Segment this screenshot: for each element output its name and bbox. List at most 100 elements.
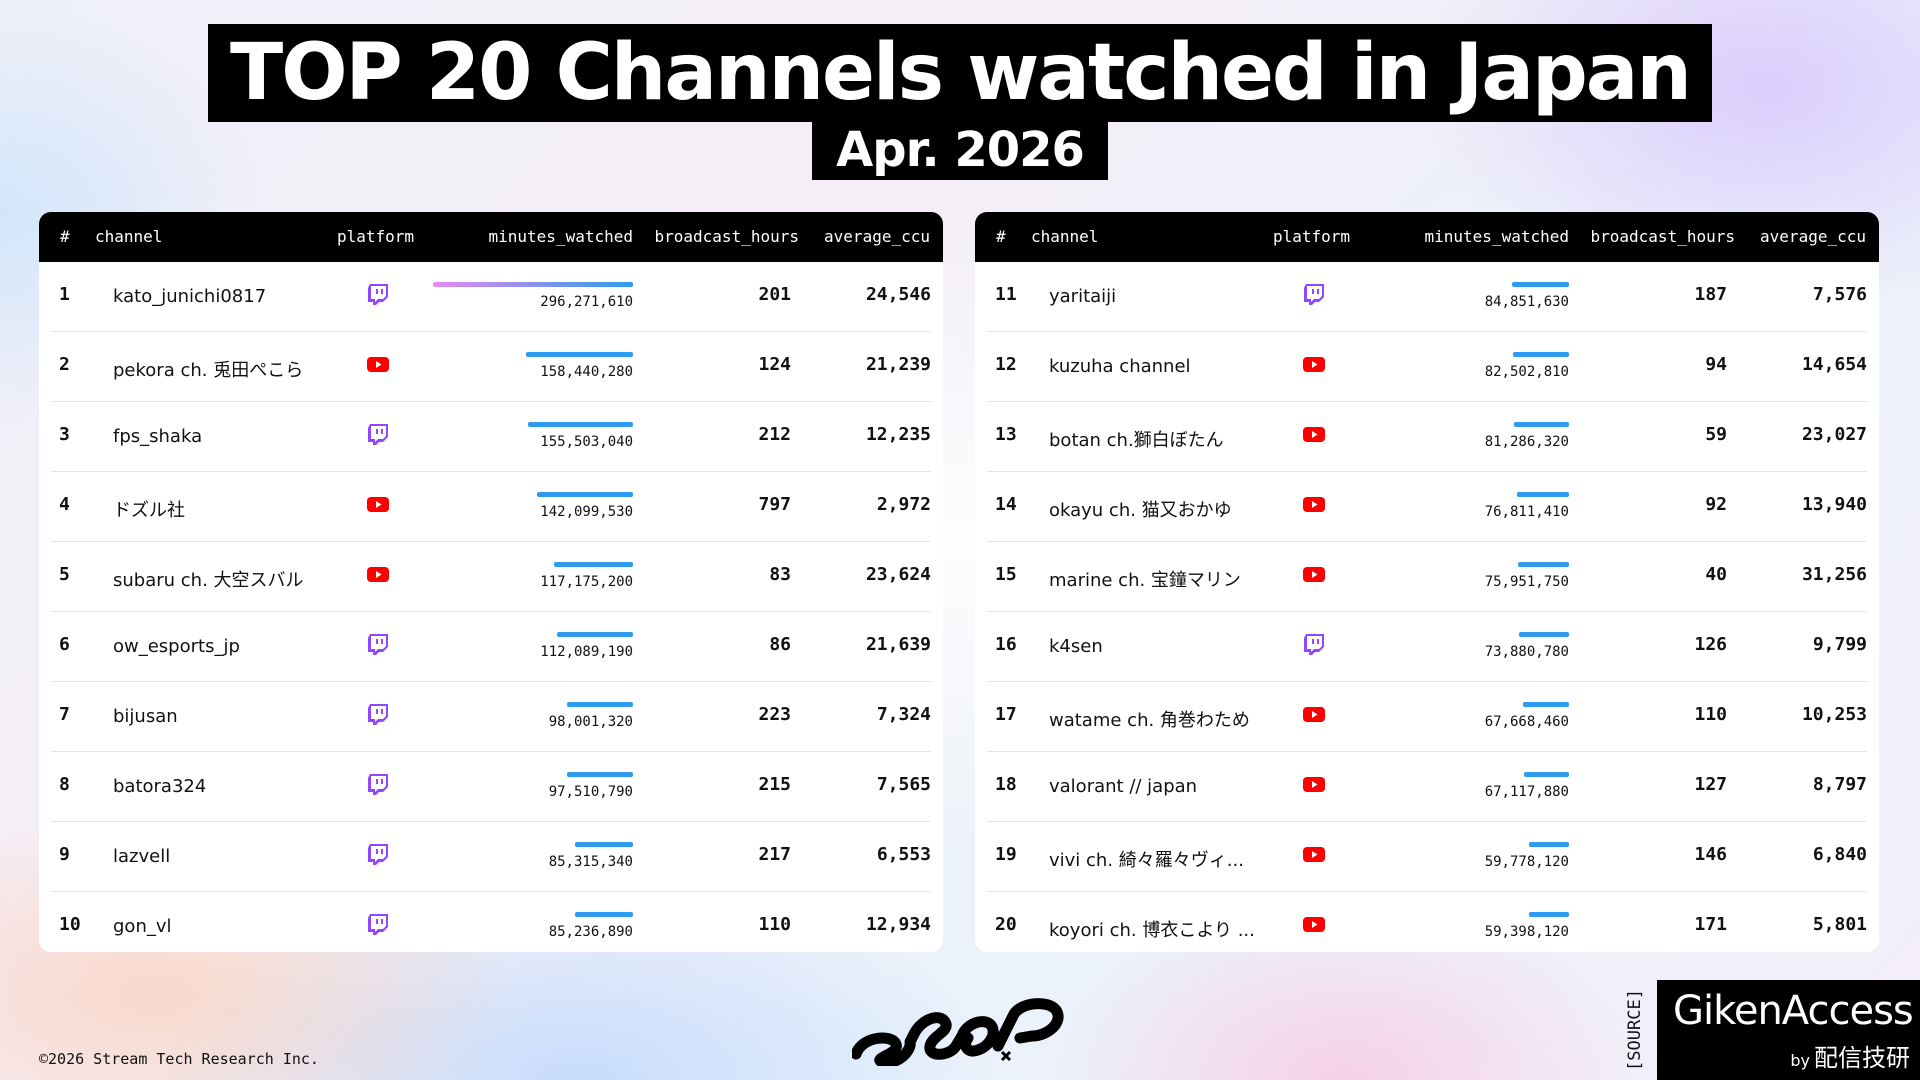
twitch-icon [366,772,390,796]
broadcast-hours: 86 [769,634,791,655]
minutes-bar [526,352,633,357]
col-rank-header: # [996,227,1006,246]
channel-name: k4sen [1049,636,1103,657]
youtube-icon [1302,842,1326,866]
channel-name: okayu ch. 猫又おかゆ [1049,500,1232,521]
title-wrap: TOP 20 Channels watched in Japan [0,24,1920,122]
average-ccu: 6,553 [876,844,931,865]
minutes-watched: 76,811,410 [1484,504,1569,520]
minutes-bar [433,282,633,287]
average-ccu: 5,801 [1812,914,1867,935]
channel-name: vivi ch. 綺々羅々ヴィ... [1049,850,1244,871]
rank-number: 1 [59,284,70,305]
broadcast-hours: 59 [1705,424,1727,445]
rank-number: 5 [59,564,70,585]
minutes-bar [1512,282,1569,287]
average-ccu: 6,840 [1812,844,1867,865]
youtube-icon [1302,422,1326,446]
rank-number: 19 [995,844,1017,865]
col-rank-header: # [60,227,70,246]
table-row: 16 k4sen 73,880,780 126 9,799 [987,612,1867,682]
col-hours-header: broadcast_hours [1590,227,1736,246]
youtube-icon [1302,492,1326,516]
table-row: 3 fps_shaka 155,503,040 212 12,235 [51,402,931,472]
twitch-icon [366,842,390,866]
minutes-watched: 85,315,340 [548,854,633,870]
channel-name: gon_vl [113,916,172,937]
table-row: 9 lazvell 85,315,340 217 6,553 [51,822,931,892]
minutes-watched: 112,089,190 [540,644,633,660]
broadcast-hours: 212 [758,424,791,445]
minutes-watched: 67,117,880 [1484,784,1569,800]
minutes-bar [575,842,633,847]
youtube-icon [1302,352,1326,376]
minutes-watched: 67,668,460 [1484,714,1569,730]
rank-number: 12 [995,354,1017,375]
broadcast-hours: 223 [758,704,791,725]
col-platform-header: platform [337,227,415,246]
col-minutes-header: minutes_watched [1424,227,1570,246]
channel-name: koyori ch. 博衣こより ... [1049,920,1255,941]
table-row: 14 okayu ch. 猫又おかゆ 76,811,410 92 13,940 [987,472,1867,542]
table-row: 19 vivi ch. 綺々羅々ヴィ... 59,778,120 146 6,840 [987,822,1867,892]
channel-name: botan ch.獅白ぼたん [1049,430,1224,451]
minutes-bar [1517,492,1569,497]
channel-name: kato_junichi0817 [113,286,267,307]
rank-number: 6 [59,634,70,655]
broadcast-hours: 797 [758,494,791,515]
minutes-bar [567,772,633,777]
channel-name: valorant // japan [1049,776,1198,797]
twitch-icon [366,422,390,446]
average-ccu: 7,565 [876,774,931,795]
minutes-bar [1519,632,1569,637]
rank-number: 15 [995,564,1017,585]
average-ccu: 31,256 [1801,564,1867,585]
table-row: 8 batora324 97,510,790 215 7,565 [51,752,931,822]
col-ccu-header: average_ccu [824,227,930,246]
twitch-icon [1302,282,1326,306]
channel-name: ドズル社 [113,500,185,521]
youtube-icon [1302,562,1326,586]
minutes-watched: 97,510,790 [548,784,633,800]
channel-name: watame ch. 角巻わため [1049,710,1250,731]
channel-name: yaritaiji [1049,286,1117,307]
table-row: 6 ow_esports_jp 112,089,190 86 21,639 [51,612,931,682]
col-minutes-header: minutes_watched [488,227,634,246]
table-header: # channel platform minutes_watched broad… [975,212,1879,262]
scop-logo [850,984,1064,1069]
average-ccu: 21,239 [865,354,931,375]
page-title: TOP 20 Channels watched in Japan [208,24,1712,122]
minutes-watched: 155,503,040 [540,434,633,450]
minutes-watched: 117,175,200 [540,574,633,590]
col-channel-header: channel [1031,227,1099,246]
source-name: GikenAccess [1673,988,1914,1034]
channel-name: bijusan [113,706,178,727]
channel-name: pekora ch. 兎田ぺこら [113,360,304,381]
rank-number: 3 [59,424,70,445]
minutes-bar [537,492,633,497]
table-header: # channel platform minutes_watched broad… [39,212,943,262]
minutes-bar [554,562,633,567]
broadcast-hours: 201 [758,284,791,305]
rank-number: 17 [995,704,1017,725]
broadcast-hours: 126 [1694,634,1727,655]
minutes-bar [1529,842,1569,847]
minutes-watched: 81,286,320 [1484,434,1569,450]
table-row: 10 gon_vl 85,236,890 110 12,934 [51,892,931,952]
channel-name: kuzuha channel [1049,356,1191,377]
average-ccu: 7,576 [1812,284,1867,305]
broadcast-hours: 92 [1705,494,1727,515]
average-ccu: 9,799 [1812,634,1867,655]
col-hours-header: broadcast_hours [654,227,800,246]
rank-number: 4 [59,494,70,515]
table-row: 17 watame ch. 角巻わため 67,668,460 110 10,253 [987,682,1867,752]
ranking-table-right: # channel platform minutes_watched broad… [975,212,1879,952]
minutes-bar [567,702,633,707]
table-row: 2 pekora ch. 兎田ぺこら 158,440,280 124 21,239 [51,332,931,402]
youtube-icon [1302,912,1326,936]
broadcast-hours: 83 [769,564,791,585]
minutes-watched: 142,099,530 [540,504,633,520]
minutes-bar [1529,912,1569,917]
average-ccu: 7,324 [876,704,931,725]
table-row: 1 kato_junichi0817 296,271,610 201 24,546 [51,262,931,332]
